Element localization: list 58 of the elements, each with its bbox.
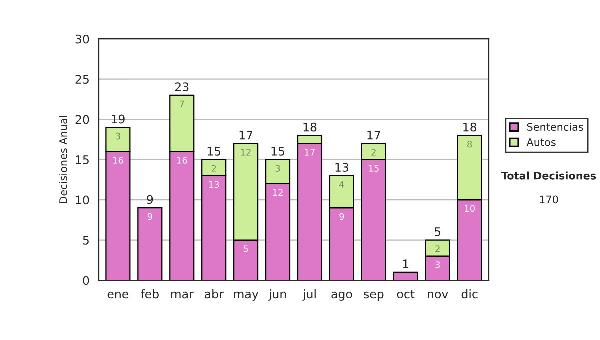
x-tick-label: feb <box>140 290 159 299</box>
total-label: 15 <box>208 147 221 156</box>
y-tick-label: 30 <box>76 34 90 44</box>
x-tick-label: mar <box>171 292 194 299</box>
bar <box>138 208 163 280</box>
x-tick-label: oct <box>397 290 415 299</box>
data-label: 2 <box>436 246 440 252</box>
y-tick-label: 0 <box>83 276 90 286</box>
y-tick-label: 25 <box>76 75 89 84</box>
x-tick-label: jun <box>268 290 286 301</box>
legend-label: Autos <box>526 138 556 146</box>
data-label: 2 <box>372 149 376 156</box>
data-label: 3 <box>116 132 120 140</box>
data-label: 3 <box>276 165 280 172</box>
data-label: 9 <box>340 213 344 220</box>
total-label: 18 <box>464 122 477 132</box>
total-label: 17 <box>240 131 253 140</box>
data-label: 9 <box>148 213 152 220</box>
x-tick-label: ene <box>108 292 129 299</box>
y-tick-label: 5 <box>83 236 89 245</box>
x-tick-label: dic <box>462 290 478 299</box>
y-tick-label: 10 <box>76 196 90 205</box>
data-label: 13 <box>209 181 220 188</box>
data-label: 10 <box>465 205 475 212</box>
data-label: 12 <box>241 149 251 156</box>
data-label: 17 <box>305 149 315 156</box>
total-label: 1 <box>403 260 409 268</box>
total-label: 17 <box>368 131 380 140</box>
text: 170 <box>540 196 558 204</box>
legend-label: Sentencias <box>527 122 584 132</box>
total-label: 5 <box>435 228 441 236</box>
total-label: 19 <box>112 114 125 124</box>
data-label: 8 <box>468 140 472 148</box>
data-label: 15 <box>369 165 379 172</box>
data-label: 4 <box>340 181 344 188</box>
y-axis-title: Decisiones Anual <box>59 116 68 204</box>
y-tick-label: 15 <box>76 156 89 164</box>
text: Total Decisiones <box>501 172 596 180</box>
total-label: 9 <box>147 195 154 204</box>
data-label: 16 <box>177 157 188 164</box>
data-label: 3 <box>436 262 440 268</box>
data-label: 12 <box>273 189 283 196</box>
total-label: 18 <box>304 122 317 132</box>
x-tick-label: may <box>234 292 259 301</box>
data-label: 2 <box>212 165 216 172</box>
total-label: 13 <box>336 163 349 172</box>
total-label: 15 <box>272 147 284 156</box>
x-tick-label: ago <box>332 292 352 301</box>
y-tick-label: 20 <box>76 115 90 124</box>
total-label: 23 <box>175 82 189 92</box>
bar <box>393 272 418 280</box>
x-tick-label: jul <box>302 290 316 301</box>
data-label: 16 <box>113 157 124 164</box>
x-tick-label: nov <box>428 292 448 299</box>
x-tick-label: sep <box>364 292 384 301</box>
data-label: 5 <box>244 246 248 252</box>
data-label: 7 <box>180 100 184 108</box>
x-tick-label: abr <box>205 290 224 299</box>
